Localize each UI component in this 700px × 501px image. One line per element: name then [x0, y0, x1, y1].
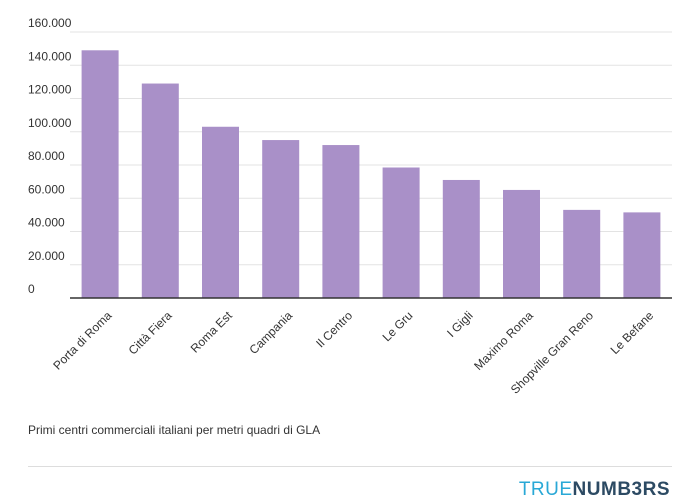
- x-tick-label: Roma Est: [188, 308, 236, 356]
- y-tick-label: 0: [28, 282, 35, 296]
- bar: [563, 209, 601, 298]
- y-tick-label: 40.000: [28, 216, 65, 230]
- y-tick-label: 80.000: [28, 149, 65, 163]
- bar-chart: 0 20.000 40.000 60.000 80.000 100.000 120.000 1…: [28, 16, 672, 397]
- bars: [81, 50, 661, 298]
- x-tick-label: Città Fiera: [126, 308, 175, 357]
- bar: [262, 140, 300, 298]
- y-tick-label: 100.000: [28, 116, 72, 130]
- bar: [81, 50, 119, 298]
- y-tick-labels: 0 20.000 40.000 60.000 80.000 100.000 120.000 1…: [28, 16, 72, 296]
- y-tick-label: 60.000: [28, 182, 65, 196]
- brand-logo: TRUENUMB3RS: [519, 479, 670, 501]
- x-tick-label: Maximo Roma: [471, 308, 536, 373]
- bar: [141, 83, 179, 298]
- x-tick-label: Campania: [246, 308, 295, 357]
- x-tick-label: Le Befane: [608, 308, 657, 357]
- x-tick-labels: Porta di Roma Città Fiera Roma Est Campania…: [50, 308, 656, 397]
- bar: [322, 145, 360, 298]
- bar: [202, 126, 239, 298]
- y-tick-label: 120.000: [28, 83, 72, 97]
- chart-caption: Primi centri commerciali italiani per me…: [28, 423, 321, 437]
- y-tick-label: 140.000: [28, 49, 72, 63]
- footer-divider: [28, 466, 672, 467]
- y-tick-label: 20.000: [28, 249, 65, 263]
- brand-logo-part-1: TRUE: [518, 479, 573, 500]
- bar: [503, 189, 540, 298]
- bar: [623, 212, 661, 298]
- x-tick-label: Porta di Roma: [50, 308, 114, 372]
- bar: [442, 179, 480, 298]
- x-tick-label: I Gigli: [444, 308, 476, 340]
- bar: [382, 167, 420, 298]
- x-tick-label: Il Centro: [313, 308, 355, 350]
- brand-logo-part-2: NUMB3RS: [572, 479, 670, 500]
- y-tick-label: 160.000: [28, 16, 72, 30]
- x-tick-label: Le Gru: [380, 308, 416, 344]
